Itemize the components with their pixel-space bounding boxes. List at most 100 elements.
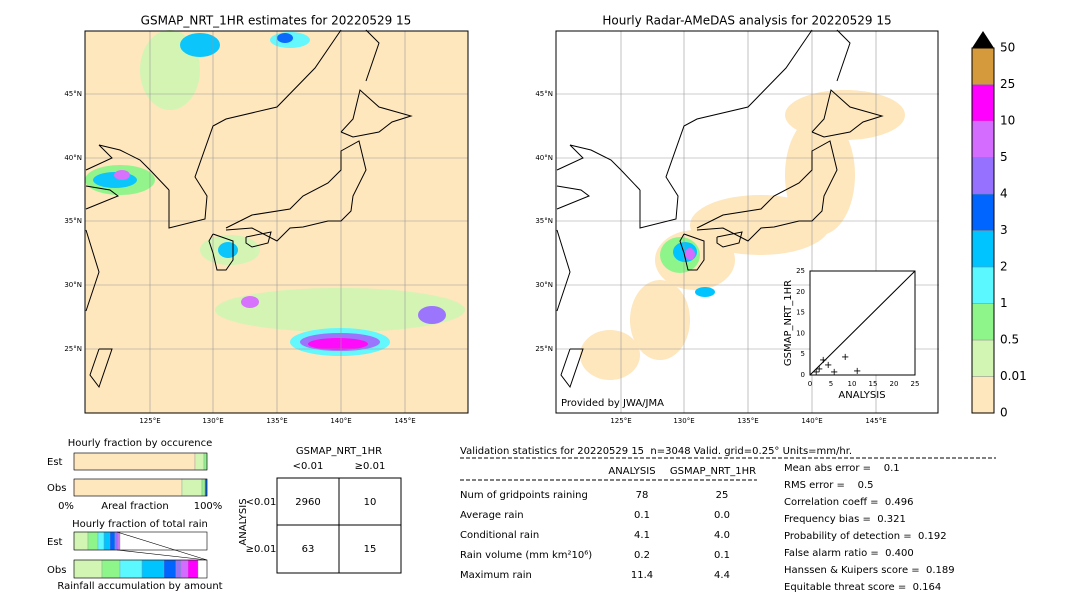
fraction-bar [73, 531, 89, 551]
svg-text:+: + [841, 352, 849, 363]
colorbar-label: 0 [1000, 406, 1008, 420]
lat-label: 45°N [535, 90, 553, 98]
table-cell: 63 [302, 544, 315, 555]
lon-label: 130°E [673, 417, 694, 425]
colorbar-label: 1 [1000, 296, 1008, 310]
score: Mean abs error = 0.1 [784, 463, 900, 474]
stat-value: 0.1 [634, 510, 650, 521]
map-title: Hourly Radar-AMeDAS analysis for 2022052… [602, 14, 891, 28]
fraction-bar [119, 559, 143, 579]
colorbar-label: 10 [1000, 114, 1015, 128]
lon-label: 135°E [266, 417, 287, 425]
svg-text:+: + [830, 367, 838, 378]
score: RMS error = 0.5 [784, 480, 874, 491]
bar-frame [73, 478, 208, 497]
score: Probability of detection = 0.192 [784, 531, 947, 542]
stat-value: 4.4 [714, 570, 730, 581]
colorbar-label: 0.5 [1000, 333, 1019, 347]
map-right: +++++++ [555, 29, 940, 414]
fraction-bar [163, 559, 177, 579]
lon-label: 125°E [610, 417, 631, 425]
colorbar-label: 5 [1000, 150, 1008, 164]
bar-frame [73, 452, 208, 471]
row-header: <0.01 [246, 497, 277, 508]
map-title: GSMAP_NRT_1HR estimates for 20220529 15 [141, 14, 412, 28]
inset-tick: 15 [869, 380, 878, 388]
fraction-bar [117, 531, 121, 551]
inset-ylabel: GSMAP_NRT_1HR [783, 280, 794, 366]
lat-label: 30°N [535, 281, 553, 289]
fraction-bar [73, 559, 103, 579]
fraction-bar [175, 559, 182, 579]
lat-label: 45°N [64, 90, 82, 98]
colorbar-segment [971, 84, 995, 122]
lon-label: 135°E [737, 417, 758, 425]
inset-tick: 0 [801, 371, 805, 379]
credit: Provided by JWA/JMA [561, 398, 664, 409]
stat-name: Maximum rain [460, 570, 532, 581]
colorbar-label: 2 [1000, 260, 1008, 274]
stat-value: 0.1 [714, 550, 730, 561]
colorbar-segment [971, 47, 995, 85]
inset-tick: 5 [801, 350, 805, 358]
fraction-bar [73, 452, 196, 471]
score: Equitable threat score = 0.164 [784, 582, 941, 593]
lon-label: 140°E [801, 417, 822, 425]
col-header: GSMAP_NRT_1HR [670, 466, 756, 477]
axis-label: 0% [58, 501, 74, 512]
score: Correlation coeff = 0.496 [784, 497, 914, 508]
panel-title: Hourly fraction by occurence [68, 438, 212, 449]
inset-tick: 20 [796, 288, 805, 296]
row-title: ANALYSIS [238, 498, 249, 545]
lon-label: 130°E [202, 417, 223, 425]
inset-tick: 25 [911, 380, 920, 388]
svg-text:+: + [853, 366, 861, 377]
colorbar-label: 50 [1000, 41, 1015, 55]
axis-label: 100% [194, 501, 223, 512]
colorbar-segment [971, 230, 995, 268]
colorbar-label: 25 [1000, 77, 1015, 91]
score: Frequency bias = 0.321 [784, 514, 906, 525]
score: Hanssen & Kuipers score = 0.189 [784, 565, 955, 576]
svg-text:+: + [812, 367, 820, 378]
fraction-bar [73, 478, 183, 497]
inset-tick: 10 [796, 329, 805, 337]
fraction-bar [87, 531, 99, 551]
row-label: Est [47, 457, 63, 468]
fraction-bar [203, 452, 208, 471]
fraction-bar [141, 559, 165, 579]
inset-tick: 0 [808, 380, 812, 388]
stat-value: 0.0 [714, 510, 730, 521]
colorbar-extend [972, 31, 994, 48]
fraction-bar [194, 452, 205, 471]
lon-label: 125°E [139, 417, 160, 425]
row-header: ≥0.01 [246, 544, 277, 555]
fraction-bar [109, 531, 116, 551]
fraction-bar [181, 478, 203, 497]
colorbar-segment [971, 303, 995, 341]
stat-value: 78 [636, 490, 649, 501]
colorbar-label: 3 [1000, 223, 1008, 237]
lon-label: 140°E [330, 417, 351, 425]
fraction-bar [114, 531, 119, 551]
colorbar-segment [971, 266, 995, 304]
svg-text:+: + [815, 364, 823, 375]
colorbar-segment [971, 339, 995, 377]
connector [116, 531, 208, 561]
stat-value: 4.1 [634, 530, 650, 541]
lat-label: 40°N [64, 154, 82, 162]
table-title: GSMAP_NRT_1HR [296, 446, 382, 457]
row-label: Est [47, 537, 63, 548]
row-label: Obs [47, 483, 66, 494]
panel-title: Hourly fraction of total rain [72, 519, 208, 530]
fraction-bar [201, 478, 206, 497]
col-header: ≥0.01 [355, 461, 386, 472]
score: False alarm ratio = 0.400 [784, 548, 914, 559]
lat-label: 35°N [64, 217, 82, 225]
panel-footer: Rainfall accumulation by amount [57, 581, 222, 592]
validation-header: Validation statistics for 20220529 15 n=… [460, 446, 852, 457]
colorbar-segment [971, 157, 995, 195]
stat-name: Average rain [460, 510, 524, 521]
colorbar-label: 4 [1000, 187, 1008, 201]
